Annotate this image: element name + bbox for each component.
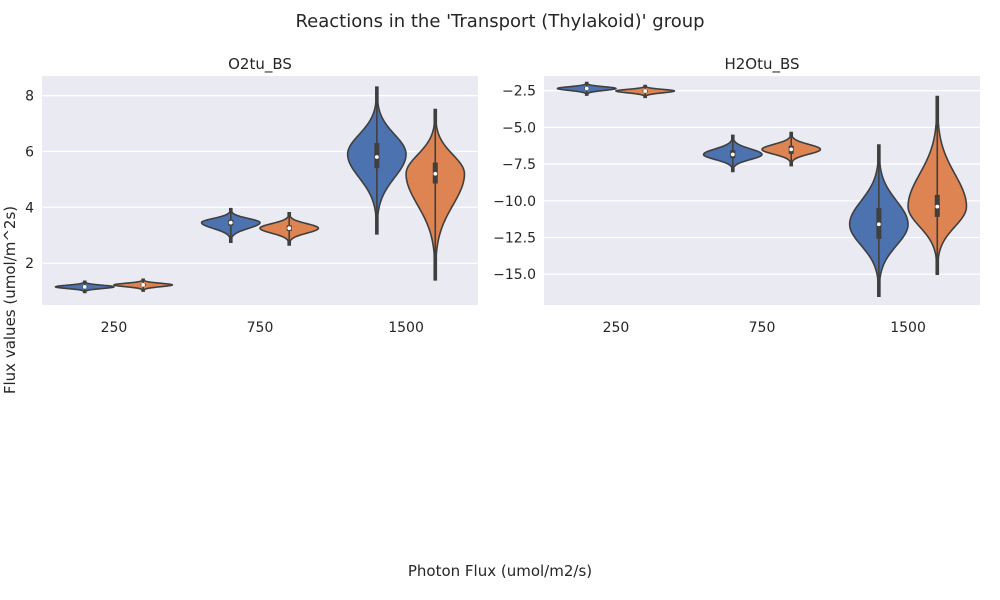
y-tick-label: 4 bbox=[25, 200, 34, 216]
violin-median bbox=[228, 220, 233, 225]
y-tick-label: 6 bbox=[25, 144, 34, 160]
x-tick-label: 1500 bbox=[890, 320, 926, 336]
y-tick-label: −7.5 bbox=[502, 157, 536, 173]
violin-median bbox=[584, 86, 589, 91]
y-tick-label: −12.5 bbox=[493, 230, 536, 246]
violin-median bbox=[82, 284, 87, 289]
violin-median bbox=[935, 204, 940, 209]
panels: 2 4 6 8 250 750 1500 O2tu_BS −2.5 −5.0 −7.5 −10.0 −1… bbox=[25, 55, 980, 336]
x-tick-label: 750 bbox=[749, 320, 776, 336]
plot-background bbox=[42, 76, 478, 305]
y-tick-label: −10.0 bbox=[493, 194, 536, 210]
panel-H2Otu_BS: −2.5 −5.0 −7.5 −10.0 −12.5 −15.0 250 750 1500 H2O… bbox=[493, 55, 980, 336]
panel-title: O2tu_BS bbox=[228, 55, 292, 74]
y-tick-label: 2 bbox=[25, 256, 34, 272]
violin-median bbox=[141, 282, 146, 287]
violin-median bbox=[287, 226, 292, 231]
x-tick-label: 750 bbox=[247, 320, 274, 336]
violin-median bbox=[730, 152, 735, 157]
panel-O2tu_BS: 2 4 6 8 250 750 1500 O2tu_BS bbox=[25, 55, 478, 336]
y-tick-label: −15.0 bbox=[493, 267, 536, 283]
figure-title: Reactions in the 'Transport (Thylakoid)'… bbox=[295, 11, 704, 32]
y-axis-label: Flux values (umol/m^2s) bbox=[1, 206, 19, 394]
panel-title: H2Otu_BS bbox=[724, 55, 799, 74]
violin-median bbox=[643, 89, 648, 93]
violin-median bbox=[876, 222, 881, 227]
violin-median bbox=[433, 171, 438, 176]
x-tick-label: 250 bbox=[603, 320, 630, 336]
y-tick-label: −5.0 bbox=[502, 120, 536, 136]
y-tick-label: −2.5 bbox=[502, 84, 536, 100]
violin-median bbox=[789, 147, 794, 152]
violin-median bbox=[374, 155, 379, 159]
plot-background bbox=[544, 76, 980, 305]
x-tick-label: 250 bbox=[101, 320, 128, 336]
x-axis-label: Photon Flux (umol/m2/s) bbox=[408, 562, 592, 580]
x-tick-label: 1500 bbox=[388, 320, 424, 336]
y-tick-label: 8 bbox=[25, 89, 34, 105]
